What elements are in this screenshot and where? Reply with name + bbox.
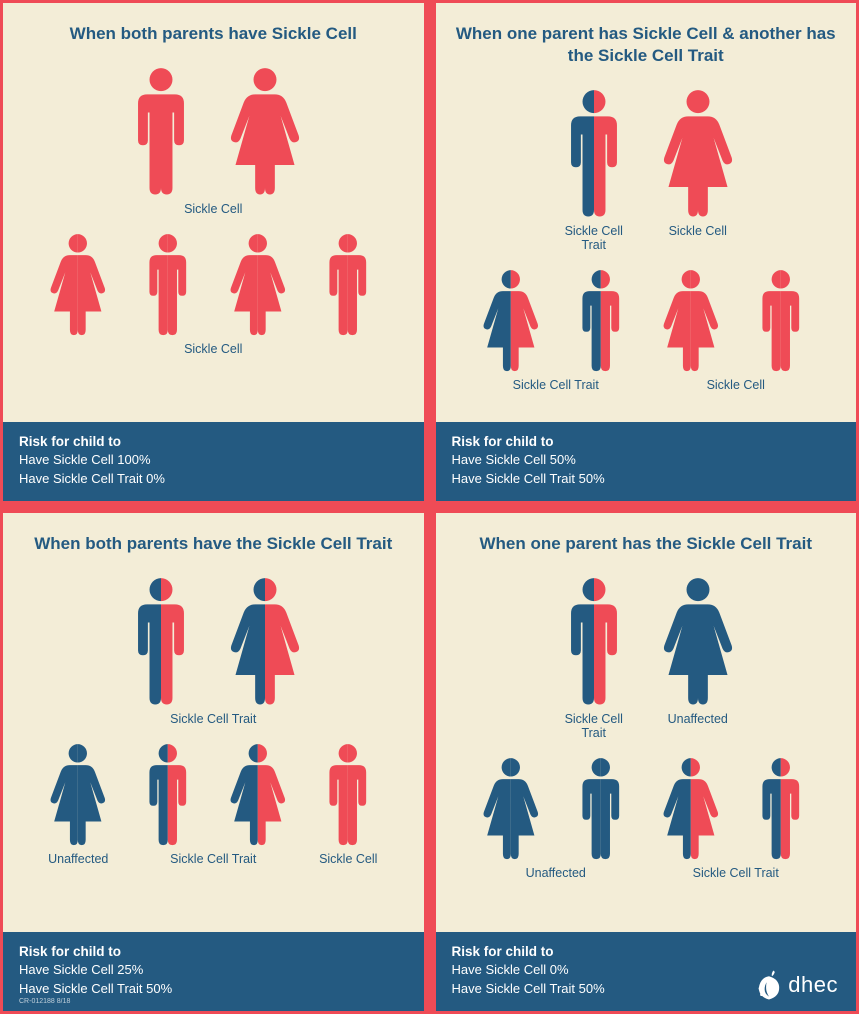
children-row: [38, 740, 388, 848]
parents-label: Sickle Cell Trait: [170, 712, 256, 726]
risk-line: Have Sickle Cell 50%: [452, 451, 841, 470]
risk-bar: Risk for child toHave Sickle Cell 0%Have…: [436, 932, 857, 1011]
child-label: Sickle Cell: [38, 342, 388, 356]
risk-bar: Risk for child toHave Sickle Cell 100%Ha…: [3, 422, 424, 501]
parents-row: [553, 85, 739, 220]
child-figure: [651, 266, 731, 374]
child-figure: [561, 754, 641, 862]
inheritance-grid: When both parents have Sickle Cell Sickl…: [0, 0, 859, 1014]
risk-title: Risk for child to: [19, 942, 408, 962]
panel-title: When both parents have Sickle Cell: [50, 23, 377, 45]
panel-title: When one parent has the Sickle Cell Trai…: [459, 533, 832, 555]
inheritance-panel: When one parent has the Sickle Cell Trai…: [436, 513, 857, 1011]
child-label: Unaffected: [471, 866, 641, 880]
parent-label: Sickle Cell Trait: [553, 224, 635, 252]
child-figure: [651, 754, 731, 862]
parent-figure: [224, 63, 306, 198]
inheritance-panel: When one parent has Sickle Cell & anothe…: [436, 3, 857, 501]
inheritance-panel: When both parents have the Sickle Cell T…: [3, 513, 424, 1011]
child-figure: [218, 740, 298, 848]
risk-bar: Risk for child toHave Sickle Cell 50%Hav…: [436, 422, 857, 501]
inheritance-panel: When both parents have Sickle Cell Sickl…: [3, 3, 424, 501]
parent-figure: [224, 573, 306, 708]
child-figure: [741, 754, 821, 862]
risk-title: Risk for child to: [19, 432, 408, 452]
panel-title: When one parent has Sickle Cell & anothe…: [436, 23, 857, 67]
child-figure: [38, 230, 118, 338]
parent-label: Sickle Cell: [657, 224, 739, 252]
children-label-row: Unaffected Sickle Cell Trait: [471, 866, 821, 880]
parents-row: [553, 573, 739, 708]
children-row: [471, 754, 821, 862]
parent-figure: [657, 85, 739, 220]
risk-line: Have Sickle Cell Trait 50%: [19, 980, 408, 999]
child-figure: [471, 266, 551, 374]
parents-row: [120, 573, 306, 708]
parent-figure: [553, 85, 635, 220]
child-figure: [308, 740, 388, 848]
child-label: Sickle Cell Trait: [651, 866, 821, 880]
risk-line: Have Sickle Cell 100%: [19, 451, 408, 470]
child-label: Sickle Cell: [308, 852, 388, 866]
child-figure: [471, 754, 551, 862]
children-label-row: Sickle Cell: [38, 342, 388, 356]
child-figure: [128, 230, 208, 338]
children-row: [471, 266, 821, 374]
dhec-logo: dhec: [754, 969, 838, 1001]
risk-title: Risk for child to: [452, 942, 841, 962]
parents-label-row: Sickle Cell Trait Sickle Cell: [553, 224, 739, 252]
child-label: Unaffected: [38, 852, 118, 866]
child-label: Sickle Cell Trait: [128, 852, 298, 866]
child-figure: [218, 230, 298, 338]
doc-number: CR-012188 8/18: [19, 997, 70, 1007]
risk-line: Have Sickle Cell Trait 0%: [19, 470, 408, 489]
parents-label: Sickle Cell: [184, 202, 242, 216]
child-label: Sickle Cell Trait: [471, 378, 641, 392]
parent-figure: [553, 573, 635, 708]
parent-figure: [657, 573, 739, 708]
children-label-row: Unaffected Sickle Cell Trait Sickle Cell: [38, 852, 388, 866]
child-figure: [561, 266, 641, 374]
parent-label: Unaffected: [657, 712, 739, 740]
child-figure: [38, 740, 118, 848]
child-figure: [308, 230, 388, 338]
children-label-row: Sickle Cell Trait Sickle Cell: [471, 378, 821, 392]
panel-title: When both parents have the Sickle Cell T…: [14, 533, 412, 555]
children-row: [38, 230, 388, 338]
child-label: Sickle Cell: [651, 378, 821, 392]
parents-label-row: Sickle Cell Trait Unaffected: [553, 712, 739, 740]
parent-figure: [120, 573, 202, 708]
child-figure: [128, 740, 208, 848]
logo-text: dhec: [788, 969, 838, 1001]
risk-title: Risk for child to: [452, 432, 841, 452]
child-figure: [741, 266, 821, 374]
parent-figure: [120, 63, 202, 198]
parents-row: [120, 63, 306, 198]
risk-line: Have Sickle Cell Trait 50%: [452, 470, 841, 489]
parent-label: Sickle Cell Trait: [553, 712, 635, 740]
risk-bar: Risk for child toHave Sickle Cell 25%Hav…: [3, 932, 424, 1011]
risk-line: Have Sickle Cell 25%: [19, 961, 408, 980]
